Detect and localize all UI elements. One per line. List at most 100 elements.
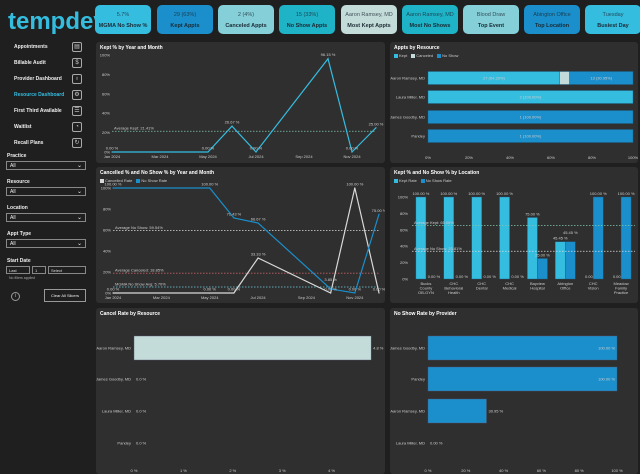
- start-date-unit-select[interactable]: Select: [48, 266, 86, 274]
- data-point[interactable]: [257, 257, 259, 259]
- data-point[interactable]: [327, 58, 329, 60]
- nav-item[interactable]: Provider Dashboard: [14, 76, 62, 82]
- data-point[interactable]: [233, 292, 235, 294]
- legend-item[interactable]: No Show Rate: [420, 178, 452, 183]
- y-tick-label: 60%: [400, 227, 408, 232]
- bar[interactable]: [415, 196, 427, 280]
- recall-icon[interactable]: ↻: [72, 138, 82, 148]
- data-label: 100.00 %: [598, 377, 615, 382]
- kept-by-month-chart: Kept % by Year and Month 0% 20% 40% 60% 80% 10…: [96, 42, 385, 163]
- clear-all-slicers-label: Clear All Slicers: [50, 293, 79, 298]
- start-date-mode-select[interactable]: Last: [6, 266, 30, 274]
- x-tick-label: 40 %: [499, 468, 509, 473]
- bar[interactable]: [133, 335, 372, 361]
- nav-item[interactable]: Billable Audit: [14, 60, 46, 66]
- bar[interactable]: [527, 217, 538, 280]
- data-label: 0.00 %: [585, 274, 598, 279]
- bar[interactable]: [499, 196, 510, 280]
- bar-segment[interactable]: [559, 71, 570, 85]
- waitlist-icon[interactable]: ◔: [72, 122, 82, 132]
- bar[interactable]: [555, 241, 566, 280]
- nav-item[interactable]: Waitlist: [14, 124, 32, 130]
- data-point[interactable]: [233, 217, 235, 219]
- clear-all-slicers-button[interactable]: Clear All Slicers: [44, 289, 86, 302]
- x-tick-label: 20%: [465, 155, 473, 160]
- category-label: Family: [615, 286, 627, 291]
- data-point[interactable]: [111, 151, 113, 153]
- data-label: 100.00 %: [201, 182, 218, 187]
- filter-dropdown[interactable]: All ⌄: [6, 213, 86, 222]
- x-tick-label: 3 %: [279, 468, 286, 473]
- calendar-icon[interactable]: ▤: [72, 42, 82, 52]
- y-tick-label: 60%: [102, 91, 110, 96]
- data-point[interactable]: [231, 125, 233, 127]
- filter-dropdown[interactable]: All ⌄: [6, 187, 86, 196]
- nav-item[interactable]: First Third Available: [14, 108, 62, 114]
- kpi-card[interactable]: 2 (4%) Canceled Appts: [218, 5, 274, 34]
- data-point[interactable]: [354, 187, 356, 189]
- x-tick-label: Sep 2024: [298, 295, 316, 300]
- filter-dropdown[interactable]: All ⌄: [6, 161, 86, 170]
- data-point[interactable]: [330, 288, 332, 290]
- bar[interactable]: [427, 335, 618, 361]
- kpi-card[interactable]: Aaron Ramsey, MD Most Kept Appts: [341, 5, 397, 34]
- legend-label: No Show Rate: [141, 178, 168, 183]
- bar[interactable]: [427, 366, 618, 392]
- data-point[interactable]: [330, 292, 332, 294]
- data-label: 0.00 %: [228, 287, 241, 292]
- bar-segment[interactable]: [569, 71, 634, 85]
- kpi-card[interactable]: 5.7% MGMA No Show %: [95, 5, 151, 34]
- kpi-card[interactable]: Blood Draw Top Event: [463, 5, 519, 34]
- data-label: 1 (100.00%): [520, 115, 542, 120]
- audit-icon[interactable]: $: [72, 58, 82, 68]
- nav-item[interactable]: Appointments: [14, 44, 48, 50]
- filter-dropdown[interactable]: All ⌄: [6, 239, 86, 248]
- legend-item[interactable]: Kept Rate: [394, 178, 417, 183]
- legend-item[interactable]: Kept: [394, 53, 407, 58]
- kpi-card[interactable]: Tuesday Busiest Day: [585, 5, 640, 34]
- x-tick-label: May 2024: [201, 295, 219, 300]
- data-point[interactable]: [375, 127, 377, 129]
- start-date-count-input[interactable]: 1: [32, 266, 46, 274]
- kpi-card[interactable]: 15 (33%) No Show Appts: [279, 5, 335, 34]
- bar[interactable]: [537, 258, 548, 280]
- kpi-card[interactable]: 29 (63%) Kept Appts: [157, 5, 213, 34]
- kpi-card[interactable]: Aaron Ramsey, MD Most No Shows: [402, 5, 458, 34]
- bar[interactable]: [592, 196, 604, 280]
- data-point[interactable]: [351, 151, 353, 153]
- bar-segment[interactable]: [427, 110, 634, 124]
- legend-label: No Show Rate: [425, 178, 452, 183]
- resource-icon[interactable]: ⚙: [72, 90, 82, 100]
- data-point[interactable]: [112, 292, 114, 294]
- x-tick-label: 1 %: [180, 468, 187, 473]
- info-icon[interactable]: i: [11, 292, 20, 301]
- bar[interactable]: [565, 241, 576, 280]
- x-tick-label: Jan 2024: [104, 154, 121, 159]
- legend-item[interactable]: No Show: [437, 53, 458, 58]
- category-label: CHC: [449, 281, 458, 286]
- bar[interactable]: [443, 196, 455, 280]
- kpi-card[interactable]: Abington Office Top Location: [524, 5, 580, 34]
- data-point[interactable]: [209, 292, 211, 294]
- stethoscope-icon[interactable]: ♁: [72, 74, 82, 84]
- clipboard-icon[interactable]: ☰: [72, 106, 82, 116]
- data-point[interactable]: [378, 213, 380, 215]
- data-point[interactable]: [209, 187, 211, 189]
- bar[interactable]: [620, 196, 632, 280]
- nav-item[interactable]: Resource Dashboard: [14, 92, 65, 98]
- data-point[interactable]: [378, 292, 380, 294]
- bar-segment[interactable]: [427, 90, 634, 104]
- bar[interactable]: [427, 398, 487, 424]
- data-point[interactable]: [354, 292, 356, 294]
- legend-item[interactable]: No Show Rate: [136, 178, 167, 183]
- data-point[interactable]: [112, 187, 114, 189]
- legend-item[interactable]: Cancelled Rate: [100, 178, 132, 183]
- kept-noshow-by-location-chart: Kept % and No Show % by Location 0% 20% 40%…: [390, 167, 638, 303]
- bar-segment[interactable]: [427, 129, 634, 143]
- data-point[interactable]: [207, 151, 209, 153]
- data-point[interactable]: [257, 222, 259, 224]
- bar[interactable]: [471, 196, 482, 280]
- data-point[interactable]: [255, 151, 257, 153]
- legend-item[interactable]: Canceled: [411, 53, 433, 58]
- nav-item[interactable]: Recall Plans: [14, 140, 44, 146]
